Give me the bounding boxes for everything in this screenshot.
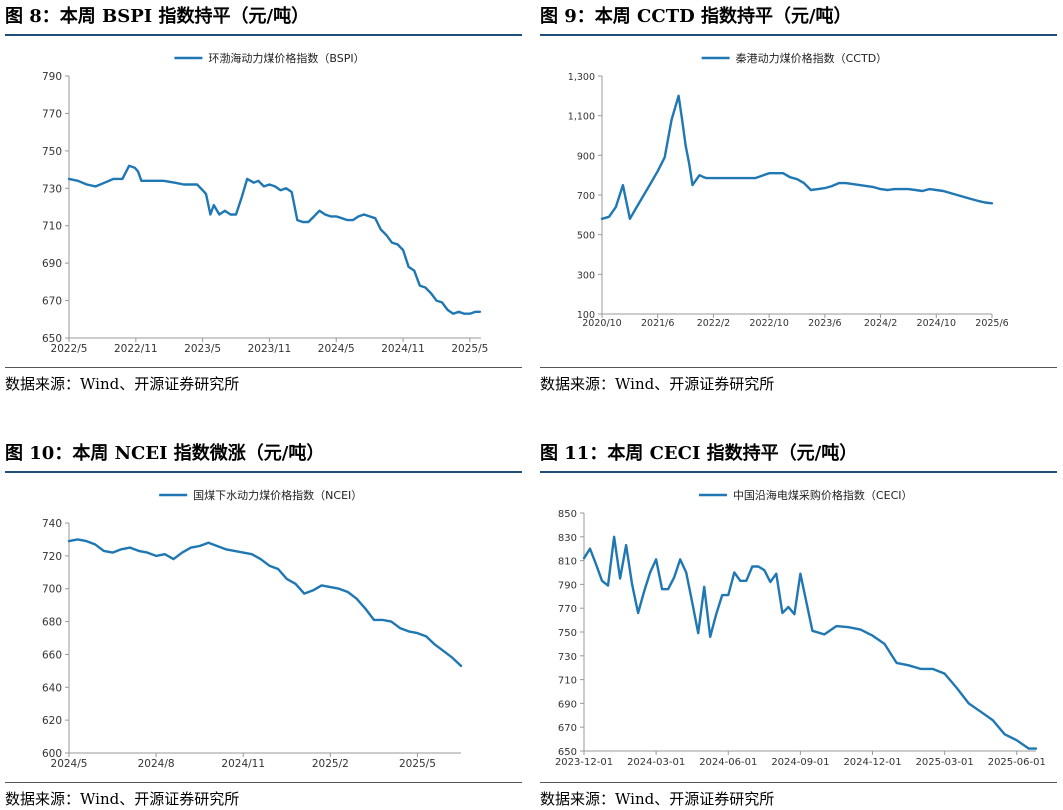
y-tick-label: 670 [558, 723, 577, 734]
y-tick-label: 710 [42, 221, 62, 233]
y-tick-label: 790 [558, 580, 577, 591]
y-tick-label: 740 [42, 518, 62, 530]
legend-label: 环渤海动力煤价格指数（BSPI） [208, 51, 364, 65]
y-tick-label: 700 [577, 191, 595, 202]
x-tick-label: 2022/2 [697, 318, 730, 329]
x-tick-label: 2024-12-01 [843, 757, 901, 768]
x-tick-label: 2024-03-01 [627, 757, 685, 768]
source-note: 数据来源：Wind、开源证券研究所 [5, 782, 522, 809]
y-tick-label: 750 [558, 628, 577, 639]
x-tick-label: 2022/10 [749, 318, 788, 329]
y-tick-label: 770 [558, 604, 577, 615]
y-tick-label: 790 [42, 71, 62, 83]
x-tick-label: 2025-06-01 [988, 757, 1046, 768]
y-tick-label: 730 [42, 183, 62, 195]
x-tick-label: 2023-12-01 [555, 757, 613, 768]
x-tick-label: 2024/2 [864, 318, 897, 329]
legend-label: 国煤下水动力煤价格指数（NCEI） [193, 488, 362, 502]
x-tick-label: 2024-06-01 [699, 757, 757, 768]
x-tick-label: 2024/11 [381, 343, 425, 355]
x-tick-label: 2024/5 [318, 343, 355, 355]
x-tick-label: 2025/5 [451, 343, 488, 355]
y-tick-label: 750 [42, 146, 62, 158]
x-tick-label: 2025/6 [975, 318, 1008, 329]
chart-title: 图 11：本周 CECI 指数持平（元/吨） [540, 437, 1057, 473]
chart-title: 图 9：本周 CCTD 指数持平（元/吨） [540, 0, 1057, 36]
y-tick-label: 640 [42, 682, 62, 694]
chart-svg: 100 300 500 700 900 1,100 1,300 2020/10 2021/6 20… [568, 51, 1009, 329]
x-tick-label: 2024/11 [221, 758, 265, 770]
legend-label: 秦港动力煤价格指数（CCTD） [736, 51, 888, 65]
chart-svg: 600 620 640 660 680 700 720 740 2024/5 2024/8 2024… [42, 488, 463, 770]
x-tick-label: 2025/2 [312, 758, 349, 770]
series-line [67, 164, 482, 315]
y-tick-label: 900 [577, 151, 595, 162]
x-tick-label: 2025-03-01 [916, 757, 974, 768]
chart-panel-ncei: 图 10：本周 NCEI 指数微涨（元/吨） 600 620 640 660 680 70… [5, 437, 522, 810]
source-note: 数据来源：Wind、开源证券研究所 [540, 782, 1057, 809]
series-line [600, 94, 994, 221]
series-line [67, 538, 463, 668]
y-tick-label: 1,300 [568, 72, 595, 83]
y-tick-label: 810 [558, 557, 577, 568]
chart-panel-cctd: 图 9：本周 CCTD 指数持平（元/吨） 100 300 500 700 900 1,1… [540, 0, 1057, 400]
y-tick-label: 720 [42, 551, 62, 563]
source-note: 数据来源：Wind、开源证券研究所 [5, 367, 522, 394]
chart-title: 图 10：本周 NCEI 指数微涨（元/吨） [5, 437, 522, 473]
x-tick-label: 2024/5 [51, 758, 88, 770]
x-tick-label: 2023/5 [184, 343, 221, 355]
x-tick-label: 2022/5 [51, 343, 88, 355]
x-tick-label: 2024/8 [138, 758, 175, 770]
legend-label: 中国沿海电煤采购价格指数（CECI） [733, 488, 913, 502]
x-tick-label: 2024/10 [917, 318, 956, 329]
x-tick-label: 2024-09-01 [771, 757, 829, 768]
y-tick-label: 700 [42, 584, 62, 596]
y-tick-label: 650 [42, 333, 62, 345]
chart-title: 图 8：本周 BSPI 指数持平（元/吨） [5, 0, 522, 36]
y-tick-label: 1,100 [568, 112, 595, 123]
y-tick-label: 650 [558, 747, 577, 758]
y-tick-label: 680 [42, 617, 62, 629]
y-tick-label: 660 [42, 649, 62, 661]
y-tick-label: 690 [558, 699, 577, 710]
y-tick-label: 690 [42, 258, 62, 270]
y-tick-label: 100 [577, 310, 595, 321]
chart-panel-ceci: 图 11：本周 CECI 指数持平（元/吨） 650 670 690 710 730 75… [540, 437, 1057, 810]
y-tick-label: 500 [577, 231, 595, 242]
series-line [582, 535, 1038, 750]
y-tick-label: 620 [42, 715, 62, 727]
source-note: 数据来源：Wind、开源证券研究所 [540, 367, 1057, 394]
y-tick-label: 710 [558, 676, 577, 687]
x-tick-label: 2020/10 [582, 318, 621, 329]
x-tick-label: 2022/11 [114, 343, 158, 355]
y-tick-label: 730 [558, 652, 577, 663]
chart-panel-bspi: 图 8：本周 BSPI 指数持平（元/吨） 650 670 690 710 730 750… [5, 0, 522, 400]
y-tick-label: 670 [42, 296, 62, 308]
chart-svg: 650 670 690 710 730 750 770 790 2022/5 2022/11 202… [42, 51, 488, 355]
y-tick-label: 850 [558, 509, 577, 520]
y-tick-label: 830 [558, 533, 577, 544]
x-tick-label: 2021/6 [641, 318, 674, 329]
x-tick-label: 2023/11 [248, 343, 292, 355]
chart-svg: 650 670 690 710 730 750 770 790 810 830 850 2023-12… [555, 488, 1046, 768]
y-tick-label: 300 [577, 270, 595, 281]
x-tick-label: 2023/6 [808, 318, 841, 329]
y-tick-label: 770 [42, 108, 62, 120]
y-tick-label: 600 [42, 748, 62, 760]
x-tick-label: 2025/5 [399, 758, 436, 770]
